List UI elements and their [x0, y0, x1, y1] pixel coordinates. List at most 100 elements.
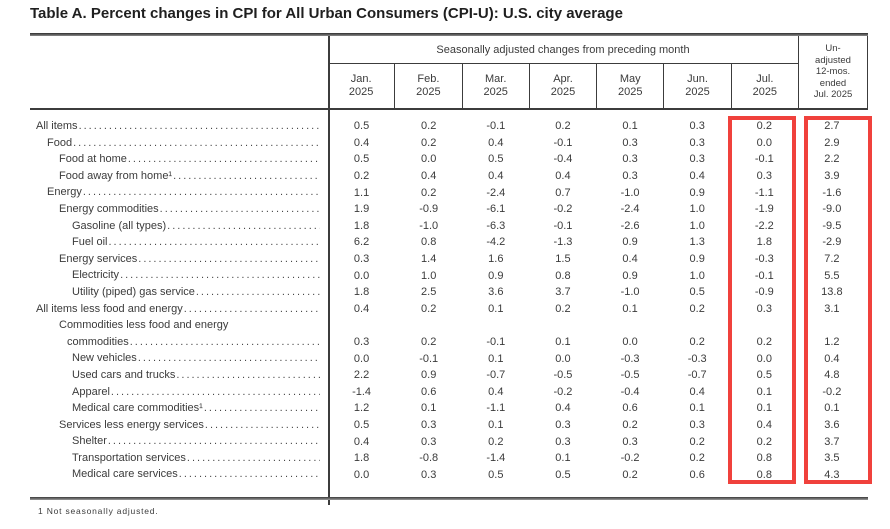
row-label: New vehicles: [72, 352, 137, 365]
table-row: Used cars and trucks 2.2 0.9 -0.7 -0.5 -0.5 -…: [30, 367, 868, 384]
value-cell: 1.5: [555, 253, 571, 266]
value-cell-12mo: 2.7: [824, 120, 840, 133]
month-year: 2025: [348, 86, 374, 98]
row-label-cell: Energy commodities: [30, 201, 328, 218]
row-label: Utility (piped) gas service: [72, 285, 195, 298]
table-row: Food at home 0.5 0.0 0.5 -0.4 0.3 0.3 -0.1 2.2: [30, 151, 868, 168]
value-cell: 0.3: [353, 336, 370, 349]
month-name: May: [619, 72, 641, 85]
value-cell: 0.2: [689, 452, 705, 465]
value-cell: 0.2: [555, 120, 571, 133]
row-label: All items less food and energy: [36, 302, 183, 315]
value-cell: -2.2: [754, 219, 774, 232]
value-cell: -0.9: [419, 203, 439, 216]
table-row: Utility (piped) gas service 1.8 2.5 3.6 3.7…: [30, 284, 868, 301]
value-cell: 0.5: [756, 369, 772, 382]
row-label: Food at home: [59, 153, 127, 166]
value-cell: 0.3: [622, 435, 638, 448]
month-year: 2025: [618, 86, 643, 98]
value-cell: 0.2: [421, 186, 437, 199]
month-header-cell: May 2025: [596, 64, 663, 108]
value-cell-12mo: 5.5: [824, 269, 840, 282]
month-header-row: Jan. 2025 Feb. 2025 Mar. 2025 Apr. 2025 …: [328, 64, 798, 108]
cpi-table: Seasonally adjusted changes from precedi…: [30, 33, 868, 505]
table-row: Commodities less food and energy commodit…: [30, 317, 868, 350]
value-cell: 0.1: [756, 385, 772, 398]
dot-leader: [128, 151, 320, 168]
row-label-cell: Food: [30, 135, 328, 152]
value-cell: 0.4: [689, 170, 705, 183]
row-label: Commodities less food and energy: [59, 319, 229, 332]
value-cell: -0.1: [553, 219, 573, 232]
value-cell: 0.9: [689, 253, 705, 266]
table-row: Electricity 0.0 1.0 0.9 0.8 0.9 1.0 -0.1 5.5: [30, 267, 868, 284]
value-cell: 0.4: [488, 385, 504, 398]
value-cell: 0.2: [488, 435, 504, 448]
value-cell-12mo: 3.5: [824, 452, 840, 465]
value-cell: 0.0: [353, 269, 370, 282]
value-cell: 0.9: [622, 269, 638, 282]
value-cell: -0.1: [486, 120, 506, 133]
value-cell: 0.3: [622, 170, 638, 183]
month-year: 2025: [550, 86, 576, 98]
value-cell: -6.3: [486, 219, 506, 232]
row-label-cell: Used cars and trucks: [30, 367, 328, 384]
value-cell: 1.0: [421, 269, 437, 282]
value-cell-12mo: 0.4: [824, 352, 840, 365]
dot-leader: [120, 267, 320, 284]
table-row: Energy commodities 1.9 -0.9 -6.1 -0.2 -2.4 1.…: [30, 201, 868, 218]
value-cell: 1.3: [689, 236, 705, 249]
row-label: Gasoline (all types): [72, 219, 167, 232]
row-label-cell: Apparel: [30, 384, 328, 401]
row-label: Used cars and trucks: [72, 368, 176, 381]
value-cell-12mo: 2.9: [824, 136, 840, 149]
value-cell: -1.3: [553, 236, 573, 249]
value-cell: -0.3: [687, 352, 707, 365]
value-cell: 0.3: [421, 468, 437, 481]
value-cell: 0.1: [488, 302, 504, 315]
dot-leader: [160, 201, 320, 218]
value-cell-12mo: 0.1: [824, 402, 840, 415]
value-cell: 0.5: [353, 418, 370, 431]
dot-leader: [73, 135, 320, 152]
value-cell: -0.5: [553, 369, 573, 382]
month-header-cell: Jun. 2025: [663, 64, 730, 108]
dot-leader: [108, 234, 320, 251]
value-cell: 0.1: [555, 452, 571, 465]
value-cell: -0.1: [754, 153, 774, 166]
row-label: Energy services: [59, 252, 138, 265]
value-cell: -1.1: [754, 186, 774, 199]
value-cell: 0.2: [555, 302, 571, 315]
value-cell: 0.3: [689, 120, 705, 133]
value-cell: 0.3: [555, 435, 571, 448]
row-label-cell: Food at home: [30, 151, 328, 168]
unadjusted-header-line: Jul. 2025: [813, 89, 853, 101]
value-cell: 0.4: [622, 253, 638, 266]
value-cell: 1.8: [353, 286, 370, 299]
value-cell: 0.1: [622, 120, 638, 133]
value-cell: 0.1: [689, 402, 705, 415]
table-row: Energy services 0.3 1.4 1.6 1.5 0.4 0.9 -0.3 7.…: [30, 251, 868, 268]
footnote: 1 Not seasonally adjusted.: [38, 506, 159, 516]
value-cell: 0.2: [421, 136, 437, 149]
dot-leader: [196, 284, 320, 301]
table-row: Gasoline (all types) 1.8 -1.0 -6.3 -0.1 -2.6…: [30, 218, 868, 235]
value-cell: 0.5: [555, 468, 571, 481]
value-cell: 0.5: [353, 120, 370, 133]
month-header-cell: Jul. 2025: [730, 64, 798, 108]
value-cell: 0.1: [622, 302, 638, 315]
table-row: Services less energy services 0.5 0.3 0.1 0…: [30, 417, 868, 434]
value-cell: 0.2: [622, 418, 638, 431]
value-cell: 0.4: [353, 136, 370, 149]
value-cell: -0.4: [620, 385, 640, 398]
row-label-cell: Energy services: [30, 251, 328, 268]
value-cell: -0.7: [486, 369, 506, 382]
month-header-cell: Feb. 2025: [394, 64, 461, 108]
value-cell: 0.4: [488, 170, 504, 183]
month-name: Apr.: [553, 72, 573, 85]
row-label: Apparel: [72, 385, 110, 398]
value-cell: 0.3: [689, 136, 705, 149]
month-name: Jan.: [350, 72, 372, 85]
dot-leader: [79, 118, 320, 135]
value-cell: 0.4: [488, 136, 504, 149]
